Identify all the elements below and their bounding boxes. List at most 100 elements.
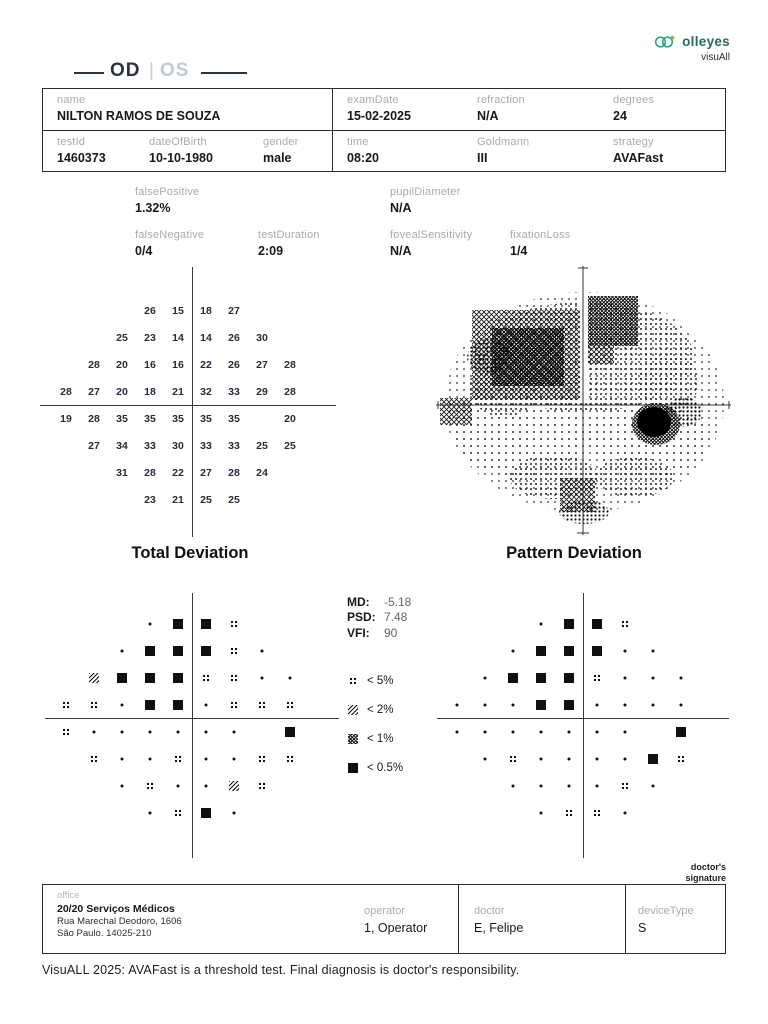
legend-label: < 1% (367, 732, 394, 745)
operator-label: operator (364, 905, 405, 917)
deviation-symbol-q (90, 700, 98, 709)
deviation-symbol-dot (539, 730, 543, 733)
sensitivity-value: 25 (256, 440, 268, 452)
fixation-loss-value: 1/4 (510, 244, 528, 258)
sensitivity-value: 27 (228, 305, 240, 317)
false-positive-label: falsePositive (135, 186, 200, 198)
deviation-symbol-dot (623, 649, 627, 652)
legend-item: < 1% (347, 724, 403, 753)
deviation-symbol-q (621, 781, 629, 790)
sensitivity-value: 20 (116, 359, 128, 371)
deviation-symbol-b (201, 807, 211, 818)
sensitivity-value: 35 (228, 413, 240, 425)
deviation-symbol-q (258, 754, 266, 763)
pupil-diameter-label: pupilDiameter (390, 186, 461, 198)
name-label: name (57, 94, 86, 106)
deviation-symbol-dot (232, 730, 236, 733)
legend-symbol-b (347, 762, 358, 773)
deviation-symbol-b (648, 753, 658, 764)
deviation-symbol-dot (288, 676, 292, 679)
sensitivity-value: 28 (88, 413, 100, 425)
deviation-symbol-b (173, 699, 183, 710)
sensitivity-value: 21 (172, 386, 184, 398)
false-negative-label: falseNegative (135, 229, 205, 241)
gender-field: gender male (249, 131, 332, 171)
sensitivity-value: 27 (200, 467, 212, 479)
sensitivity-value: 28 (228, 467, 240, 479)
patient-info-box: name NILTON RAMOS DE SOUZA testId 146037… (42, 88, 726, 172)
strategy-label: strategy (613, 136, 654, 148)
sensitivity-value: 35 (144, 413, 156, 425)
deviation-symbol-dot (204, 730, 208, 733)
time-label: time (347, 136, 369, 148)
legend-item: < 0.5% (347, 753, 403, 782)
pupil-diameter-field: pupilDiameter N/A (390, 186, 460, 215)
deviation-symbol-q (258, 781, 266, 790)
deviation-symbol-dot (595, 784, 599, 787)
patient-left-section: name NILTON RAMOS DE SOUZA testId 146037… (43, 89, 333, 171)
sensitivity-value: 33 (228, 440, 240, 452)
deviation-symbol-q (202, 673, 210, 682)
sensitivity-value: 25 (228, 494, 240, 506)
deviation-symbol-dot (651, 649, 655, 652)
footer-info-box: office 20/20 Serviços Médicos Rua Marech… (42, 884, 726, 954)
deviation-symbol-dot (511, 649, 515, 652)
deviation-symbol-b (564, 618, 574, 629)
goldmann-label: Goldmann (477, 136, 530, 148)
deviation-symbol-dot (623, 757, 627, 760)
deviation-symbol-dot (511, 784, 515, 787)
test-duration-label: testDuration (258, 229, 320, 241)
sensitivity-value: 14 (200, 332, 212, 344)
dob-field: dateOfBirth 10-10-1980 (135, 131, 249, 171)
vfi-label: VFI: (347, 625, 370, 640)
goldmann-field: Goldmann III (463, 131, 599, 171)
sensitivity-value: 33 (228, 386, 240, 398)
sensitivity-value: 28 (60, 386, 72, 398)
deviation-symbol-q (593, 673, 601, 682)
sensitivity-value: 28 (284, 359, 296, 371)
deviation-symbol-b (676, 726, 686, 737)
deviation-symbol-dot (679, 703, 683, 706)
deviation-symbol-b (564, 672, 574, 683)
degrees-label: degrees (613, 94, 655, 106)
deviation-symbol-b (592, 618, 602, 629)
patient-name: NILTON RAMOS DE SOUZA (57, 109, 221, 123)
deviation-symbol-dot (483, 703, 487, 706)
patient-right-section: examDate 15-02-2025 refraction N/A degre… (333, 89, 725, 171)
office-address2: São Paulo. 14025-210 (57, 928, 152, 939)
deviation-symbol-q (286, 700, 294, 709)
deviation-symbol-dot (176, 784, 180, 787)
deviation-symbol-q (62, 700, 70, 709)
legend-symbol-h1 (347, 733, 358, 744)
deviation-symbol-q (230, 619, 238, 628)
sensitivity-value: 35 (116, 413, 128, 425)
deviation-symbol-dot (651, 676, 655, 679)
sensitivity-value: 16 (144, 359, 156, 371)
device-type-value: S (638, 921, 647, 935)
dob-label: dateOfBirth (149, 136, 207, 148)
gender-label: gender (263, 136, 299, 148)
fixation-loss-label: fixationLoss (510, 229, 571, 241)
deviation-symbol-b (536, 645, 546, 656)
deviation-symbol-dot (511, 730, 515, 733)
sensitivity-value: 33 (144, 440, 156, 452)
sensitivity-value: 20 (284, 413, 296, 425)
eye-od-label[interactable]: OD (110, 60, 141, 81)
brand-name: olleyes (682, 34, 730, 49)
deviation-symbol-q (621, 619, 629, 628)
deviation-symbol-b (564, 645, 574, 656)
sensitivity-value: 28 (88, 359, 100, 371)
pattern-deviation-horizontal-axis (437, 718, 729, 719)
refraction-field: refraction N/A (463, 89, 599, 130)
deviation-symbol-b (536, 672, 546, 683)
eye-os-label[interactable]: OS (160, 60, 190, 81)
sensitivity-value: 22 (172, 467, 184, 479)
md-label: MD: (347, 594, 370, 609)
sensitivity-value: 14 (172, 332, 184, 344)
sensitivity-value: 28 (284, 386, 296, 398)
deviation-symbol-dot (455, 730, 459, 733)
deviation-symbol-q (174, 754, 182, 763)
foveal-sensitivity-field: fovealSensitivity N/A (390, 229, 472, 258)
sensitivity-value: 23 (144, 494, 156, 506)
